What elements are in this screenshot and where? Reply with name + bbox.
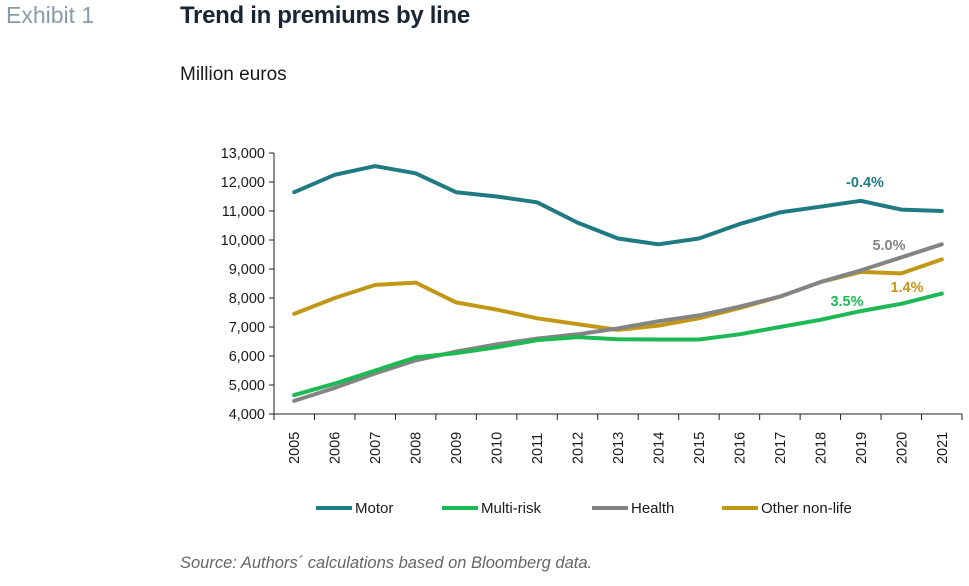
source-note: Source: Authors´ calculations based on B… <box>180 554 593 572</box>
y-tick-label: 7,000 <box>229 320 265 336</box>
y-tick-label: 12,000 <box>221 175 265 191</box>
legend-label: Health <box>631 500 674 517</box>
x-tick-label: 2010 <box>490 432 506 464</box>
unit-label: Million euros <box>180 64 287 85</box>
x-tick-label: 2011 <box>530 433 546 464</box>
annotation-label: 3.5% <box>830 294 863 310</box>
x-tick-label: 2015 <box>692 432 708 464</box>
x-tick-label: 2008 <box>409 432 425 464</box>
y-tick-label: 11,000 <box>222 204 265 220</box>
chart-title: Trend in premiums by line <box>180 2 470 29</box>
series-line-motor <box>292 164 944 247</box>
series-line-multi-risk <box>292 291 944 398</box>
x-tick-label: 2018 <box>813 432 829 464</box>
x-tick-label: 2017 <box>773 432 789 464</box>
x-tick-label: 2014 <box>651 432 667 464</box>
x-tick-label: 2012 <box>571 432 587 464</box>
y-tick-label: 9,000 <box>229 262 265 278</box>
annotation-label: 5.0% <box>872 238 905 254</box>
x-tick-label: 2020 <box>894 432 910 464</box>
annotation-label: 1.4% <box>890 280 923 296</box>
x-tick-label: 2021 <box>935 432 951 464</box>
legend-label: Multi-risk <box>481 500 541 517</box>
x-tick-label: 2016 <box>732 432 748 464</box>
x-tick-label: 2013 <box>611 432 627 464</box>
legend-label: Other non-life <box>761 500 852 517</box>
x-tick-label: 2019 <box>854 432 870 464</box>
x-tick-label: 2007 <box>368 432 384 464</box>
x-tick-label: 2006 <box>328 432 344 464</box>
legend-label: Motor <box>355 500 393 517</box>
exhibit-label: Exhibit 1 <box>6 2 95 28</box>
y-tick-label: 4,000 <box>229 407 265 423</box>
x-tick-label: 2005 <box>287 432 303 464</box>
y-tick-label: 10,000 <box>221 233 265 249</box>
y-tick-label: 6,000 <box>229 349 265 365</box>
y-tick-label: 13,000 <box>221 146 265 162</box>
series-line-health <box>292 242 944 403</box>
y-tick-label: 5,000 <box>229 378 265 394</box>
y-tick-label: 8,000 <box>229 291 265 307</box>
annotation-label: -0.4% <box>846 175 884 191</box>
x-tick-label: 2009 <box>449 432 465 464</box>
